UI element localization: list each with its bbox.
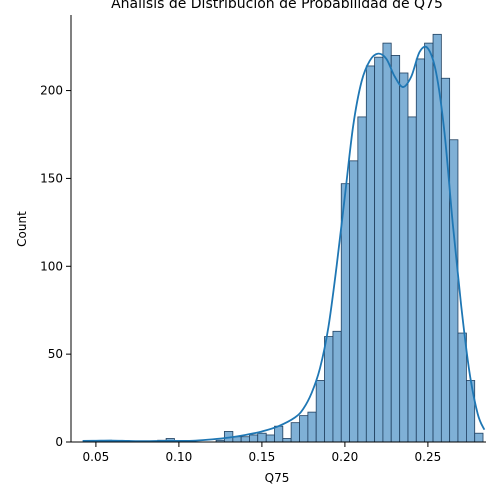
histogram-bar [257,432,267,443]
histogram-bar [382,42,392,443]
histogram-bar [357,116,367,443]
bars-group [157,33,484,443]
histogram-bar [332,330,342,443]
histogram-bar [449,139,459,443]
y-tick-label: 100 [40,259,63,273]
x-tick-label: 0.25 [415,450,442,464]
y-tick-label: 50 [48,347,63,361]
histogram-bar [249,434,259,443]
histogram-bar [390,55,401,443]
histogram-bar [324,336,334,443]
y-ticks-group: 0 50 100 150 200 [40,84,71,449]
histogram-bar [307,411,317,443]
histogram-bar [282,438,292,443]
y-tick-label: 150 [40,171,63,185]
x-tick-label: 0.05 [83,450,110,464]
histogram-bar [399,72,409,443]
histogram-bar [274,425,284,443]
x-tick-label: 0.10 [166,450,193,464]
y-axis-label: Count [15,211,29,247]
x-axis-label: Q75 [265,471,290,485]
y-tick-label: 200 [40,84,63,98]
y-tick-label: 0 [55,435,63,449]
histogram-bar [457,332,467,443]
histogram-bar [407,116,417,443]
histogram-bar [265,434,275,443]
histogram-bar [365,65,376,443]
histogram-bar [440,77,451,443]
histogram-bar [474,432,484,443]
histogram-bar [240,436,250,443]
histogram-bar [466,380,476,443]
histogram-bar [315,380,325,443]
histogram-bar [415,58,425,443]
kde-curve [82,45,486,443]
x-ticks-group: 0.05 0.10 0.15 0.20 0.25 [83,442,442,464]
histogram-bar [424,42,434,443]
histogram-bar [374,56,384,443]
histogram-bar [349,160,359,443]
histogram-bar [290,422,300,443]
x-tick-label: 0.15 [249,450,276,464]
chart-title: Análisis de Distribución de Probabilidad… [111,0,443,12]
histogram-bar [299,415,309,443]
x-tick-label: 0.20 [332,450,359,464]
